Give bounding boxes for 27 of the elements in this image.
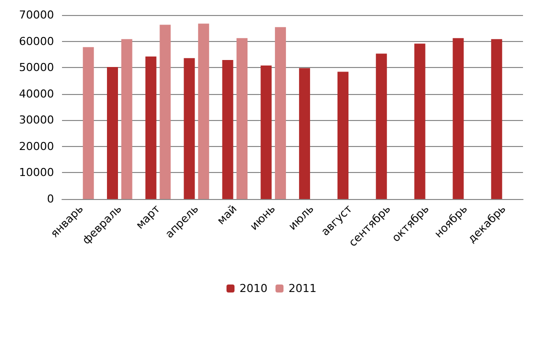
bar — [414, 44, 426, 199]
y-tick-label: 60000 — [19, 34, 54, 48]
bar — [274, 27, 286, 199]
y-tick-label: 40000 — [19, 87, 54, 100]
bar — [184, 58, 195, 199]
legend-label: 2011 — [288, 282, 316, 295]
bar — [106, 67, 118, 199]
bar — [376, 54, 387, 199]
bar — [82, 47, 94, 199]
legend-label: 2010 — [240, 282, 268, 295]
bar — [121, 39, 132, 199]
bar — [145, 56, 156, 199]
bar — [337, 72, 348, 199]
y-tick-label: 0 — [47, 192, 54, 206]
bar — [260, 65, 272, 199]
y-tick-label: 20000 — [19, 140, 54, 153]
bar — [236, 38, 248, 199]
bar — [222, 60, 234, 199]
bar — [452, 38, 464, 199]
bar — [198, 24, 210, 199]
bar — [299, 68, 310, 199]
y-tick-label: 50000 — [19, 61, 54, 74]
bar — [491, 39, 502, 199]
y-tick-label: 10000 — [19, 166, 54, 180]
y-tick-label: 70000 — [19, 8, 54, 22]
y-tick-label: 30000 — [19, 114, 54, 127]
bar — [160, 24, 171, 199]
